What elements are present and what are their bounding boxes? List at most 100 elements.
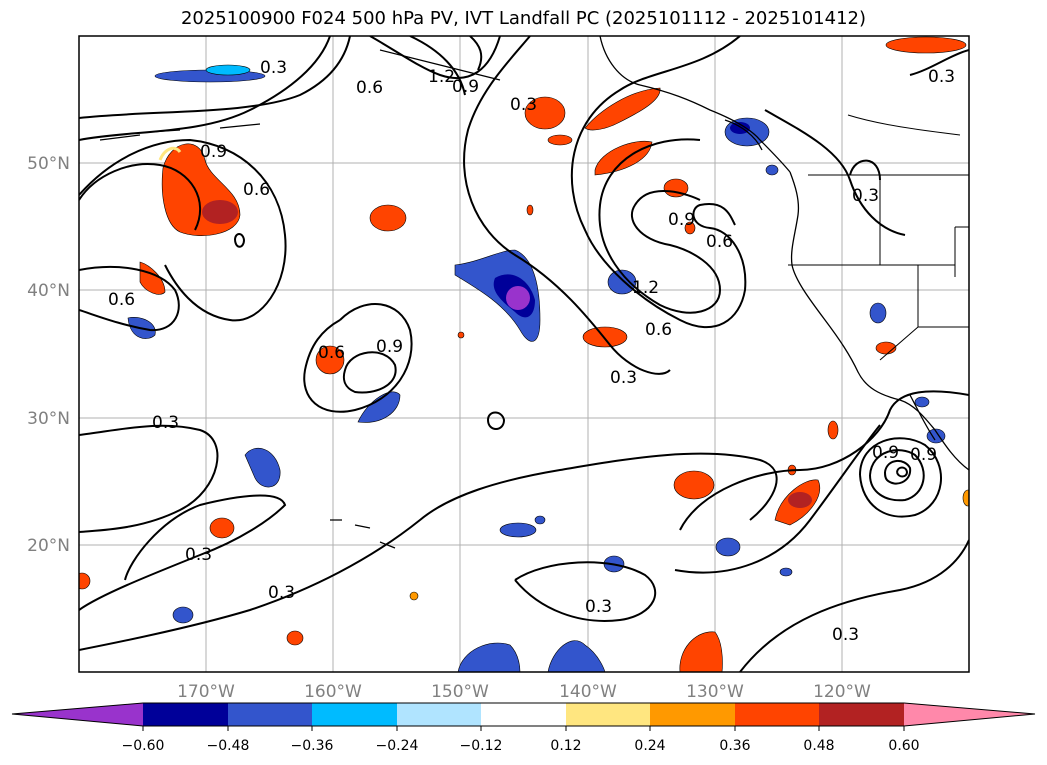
pv-patch (369, 204, 407, 232)
contour-line (463, 36, 671, 375)
contour-line (79, 138, 287, 322)
lon-label: 130°W (686, 682, 744, 702)
contour-line (859, 437, 942, 518)
colorbar-segment (143, 703, 228, 726)
contour-label: 1.2 (428, 67, 455, 87)
contour-label: 0.9 (910, 445, 937, 465)
contour-label: 0.9 (668, 210, 695, 230)
alaska-coast (599, 36, 791, 173)
colorbar-segment (819, 703, 904, 726)
lon-label: 170°W (177, 682, 235, 702)
pv-patch (457, 642, 521, 672)
pv-patch (202, 200, 238, 224)
pv-patch (607, 269, 637, 295)
alaska-islands (379, 49, 501, 81)
contour-label: 0.3 (268, 583, 295, 603)
colorbar-tick-label: 0.12 (550, 738, 581, 754)
contour-line (234, 233, 246, 248)
contour-line (79, 424, 219, 533)
contour-line (79, 452, 778, 651)
lon-labels: 170°W 160°W 150°W 140°W 130°W 120°W (177, 682, 871, 702)
colorbar-tick-label: −0.60 (122, 738, 165, 754)
lat-label: 20°N (27, 536, 70, 556)
pv-patch (926, 428, 946, 444)
contour-line (909, 49, 969, 76)
contour-line (884, 460, 912, 485)
contour-line (79, 163, 201, 231)
contour-line (896, 466, 909, 478)
pv-patch (547, 134, 573, 146)
aleutians (99, 123, 261, 141)
pv-patch (79, 572, 91, 590)
contour-line (679, 390, 969, 531)
pv-patch (765, 164, 779, 176)
contour-label: 0.6 (243, 180, 270, 200)
pv-patch (499, 522, 537, 538)
contour-label: 0.3 (832, 625, 859, 645)
pv-patch (457, 331, 465, 339)
pv-patch (914, 396, 930, 408)
pv-patch (715, 537, 741, 557)
contour-labels: 0.3 0.6 1.2 0.9 0.3 0.3 0.9 0.6 0.3 0.9 … (108, 58, 955, 645)
hawaii-islands (330, 519, 396, 549)
pv-patch (286, 630, 304, 646)
pv-patch (684, 221, 696, 235)
pv-patch (679, 631, 723, 672)
pv-patch (730, 122, 750, 134)
lon-label: 140°W (559, 682, 617, 702)
colorbar-tick-label: 0.60 (888, 738, 919, 754)
contour-line (869, 449, 925, 502)
pv-patch (172, 606, 194, 624)
lat-labels: 50°N 40°N 30°N 20°N (27, 154, 70, 556)
pv-patch (827, 420, 839, 440)
colorbar-segment (481, 703, 566, 726)
contour-label: 0.6 (706, 232, 733, 252)
pv-patch (244, 447, 281, 488)
pv-patch (534, 515, 546, 525)
bc-coast (789, 171, 969, 471)
contour-label: 0.3 (510, 95, 537, 115)
contour-label: 0.9 (452, 77, 479, 97)
colorbar-tick-label: 0.36 (719, 738, 750, 754)
contour-label: 0.6 (356, 78, 383, 98)
contour-line (514, 561, 657, 622)
colorbar-segment (228, 703, 312, 726)
contour-line (570, 36, 747, 329)
baja (909, 394, 936, 441)
contour-line (79, 494, 287, 611)
colorbar-tick-label: −0.12 (460, 738, 503, 754)
pv-patch (779, 567, 793, 577)
pv-patch (409, 591, 419, 601)
pv-patch (524, 96, 566, 130)
pv-patch (962, 489, 969, 507)
contour-label: 0.3 (185, 545, 212, 565)
colorbar-segment (566, 703, 650, 726)
map-title: 2025100900 F024 500 hPa PV, IVT Landfall… (180, 8, 867, 29)
contour-label: 0.9 (200, 142, 227, 162)
lon-label: 120°W (813, 682, 871, 702)
colorbar-tick-label: 0.24 (634, 738, 665, 754)
contour-lines (79, 36, 969, 672)
colorbar-tick-label: −0.24 (376, 738, 419, 754)
pv-patch (673, 470, 715, 500)
contour-line (342, 351, 397, 394)
pv-patch (209, 517, 235, 539)
contour-line (79, 265, 180, 332)
contour-label: 0.9 (872, 443, 899, 463)
contour-label: 0.3 (585, 597, 612, 617)
pv-patch (506, 286, 530, 310)
colorbar-tick-label: 0.48 (803, 738, 834, 754)
pv-patch (158, 146, 182, 161)
pv-patch (869, 302, 887, 324)
contour-label: 0.6 (108, 290, 135, 310)
contour-line (849, 159, 881, 181)
colorbar-tick-label: −0.36 (291, 738, 334, 754)
lon-label: 160°W (304, 682, 362, 702)
vancouver-island (724, 119, 763, 151)
lat-label: 50°N (27, 154, 70, 174)
colorbar-extend-left (12, 703, 143, 726)
pv-patch (139, 261, 166, 295)
contour-line (79, 36, 351, 119)
gridlines (79, 36, 969, 672)
